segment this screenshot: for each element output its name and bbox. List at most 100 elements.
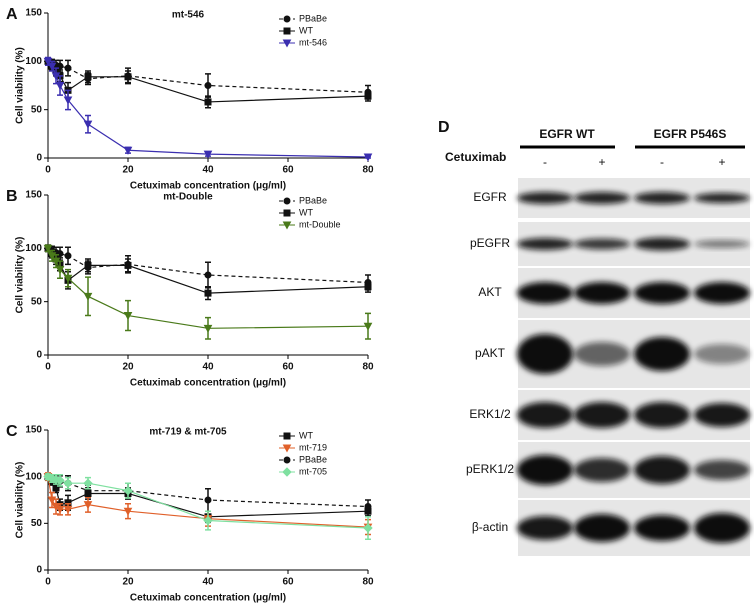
marker <box>83 120 93 129</box>
chart-title: mt-546 <box>172 10 205 21</box>
legend-label: PBaBe <box>299 195 327 205</box>
band <box>517 238 573 250</box>
marker <box>55 266 65 275</box>
western-blot: D EGFR WT EGFR P546S Cetuximab - + - + EGFR p… <box>438 119 750 556</box>
band <box>517 334 573 374</box>
band <box>574 238 630 250</box>
legend-label: WT <box>299 25 313 35</box>
lane-label: + <box>718 155 725 169</box>
band <box>517 516 573 540</box>
x-tick-label: 40 <box>202 362 214 373</box>
band <box>634 337 690 371</box>
marker <box>282 467 292 477</box>
y-tick-label: 150 <box>25 425 42 436</box>
marker <box>83 501 93 510</box>
legend-label: mt-705 <box>299 466 327 476</box>
marker <box>83 292 93 301</box>
marker <box>47 62 57 71</box>
band <box>634 192 690 204</box>
legend-label: PBaBe <box>299 13 327 23</box>
band <box>574 514 630 542</box>
band <box>574 282 630 304</box>
marker <box>283 432 291 440</box>
marker <box>204 98 212 106</box>
band <box>574 402 630 428</box>
marker <box>204 271 212 279</box>
marker <box>364 503 372 511</box>
marker <box>64 252 72 260</box>
marker <box>63 96 73 105</box>
band <box>574 458 630 482</box>
x-tick-label: 40 <box>202 165 214 176</box>
y-tick-label: 100 <box>25 56 42 67</box>
marker <box>203 150 213 159</box>
panel-label: A <box>6 6 18 23</box>
marker <box>123 507 133 516</box>
x-tick-label: 80 <box>362 577 374 588</box>
marker <box>283 209 291 217</box>
panel-label: B <box>6 188 18 205</box>
y-tick-label: 100 <box>25 471 42 482</box>
lane-label: + <box>598 155 605 169</box>
marker <box>124 261 132 269</box>
band <box>694 403 750 427</box>
y-tick-label: 0 <box>36 350 42 361</box>
legend-label: mt-719 <box>299 442 327 452</box>
marker <box>203 515 213 526</box>
x-tick-label: 80 <box>362 362 374 373</box>
marker <box>64 64 72 72</box>
marker <box>84 261 92 269</box>
marker <box>63 274 73 283</box>
x-tick-label: 60 <box>282 577 294 588</box>
band <box>634 515 690 541</box>
band <box>517 455 573 485</box>
panel-label: D <box>438 119 450 136</box>
x-tick-label: 40 <box>202 577 214 588</box>
band <box>694 460 750 480</box>
marker <box>282 221 292 230</box>
band <box>634 456 690 484</box>
band <box>694 344 750 364</box>
marker <box>55 505 65 514</box>
y-tick-label: 0 <box>36 153 42 164</box>
x-tick-label: 60 <box>282 362 294 373</box>
row-label: EGFR <box>473 190 507 204</box>
legend-label: WT <box>299 430 313 440</box>
marker <box>283 456 291 464</box>
x-tick-label: 20 <box>122 165 134 176</box>
marker <box>124 73 132 81</box>
legend-label: PBaBe <box>299 454 327 464</box>
y-axis-label: Cell viability (%) <box>15 462 26 539</box>
x-tick-label: 20 <box>122 362 134 373</box>
marker <box>282 39 292 48</box>
chart-title: mt-Double <box>163 192 213 203</box>
row-label: AKT <box>478 285 502 299</box>
marker <box>123 146 133 155</box>
x-tick-label: 0 <box>45 577 51 588</box>
x-axis-label: Cetuximab concentration (μg/ml) <box>130 181 286 192</box>
marker <box>283 15 291 23</box>
marker <box>47 496 57 505</box>
marker <box>123 312 133 321</box>
chart-title: mt-719 & mt-705 <box>149 427 227 438</box>
band <box>634 237 690 251</box>
legend-label: mt-Double <box>299 219 341 229</box>
legend-label: WT <box>299 207 313 217</box>
band <box>517 282 573 304</box>
lane-label: - <box>543 155 547 169</box>
marker <box>363 322 373 331</box>
marker <box>364 92 372 100</box>
marker <box>283 197 291 205</box>
marker <box>123 485 133 496</box>
x-tick-label: 0 <box>45 165 51 176</box>
band <box>517 402 573 428</box>
marker <box>204 496 212 504</box>
x-tick-label: 20 <box>122 577 134 588</box>
band <box>574 342 630 366</box>
marker <box>204 289 212 297</box>
y-tick-label: 150 <box>25 190 42 201</box>
marker <box>204 82 212 89</box>
